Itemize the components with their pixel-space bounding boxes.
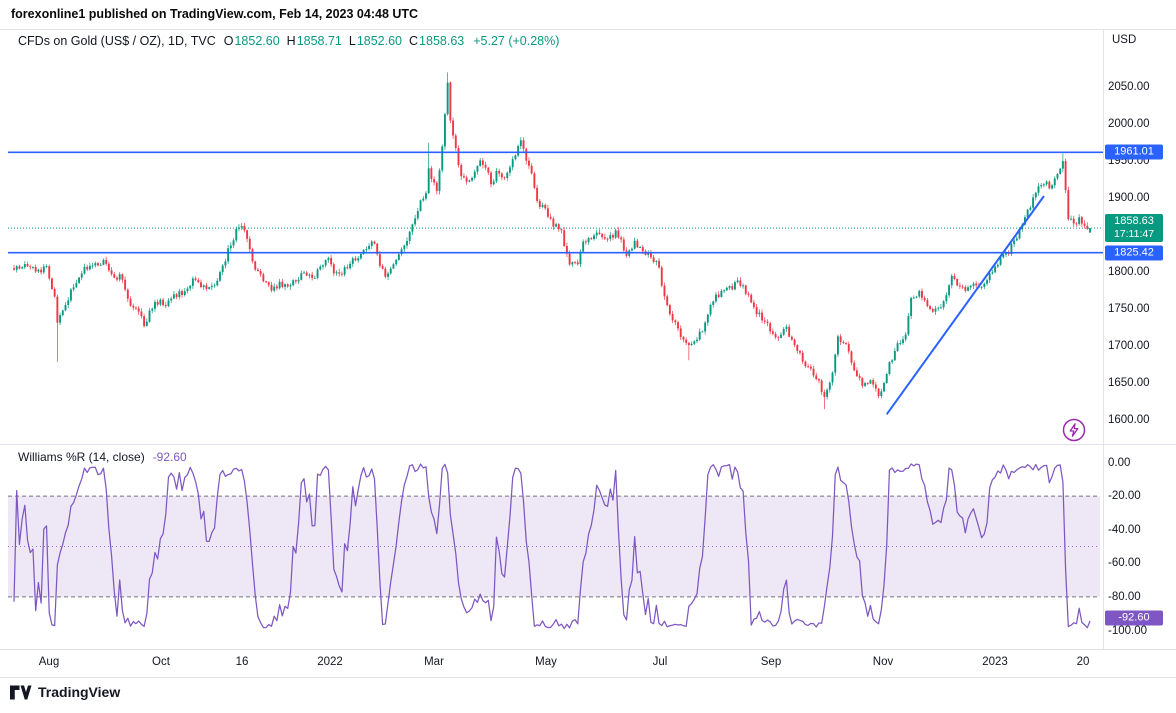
ohlc-value: 1858.63 <box>419 34 465 48</box>
symbol-legend: CFDs on Gold (US$ / OZ), 1D, TVC O1852.60… <box>18 34 559 48</box>
last-price-value: 1858.63 <box>1114 215 1154 228</box>
ohlc-open: O1852.60 <box>224 34 280 48</box>
indicator-value: -92.60 <box>152 450 187 464</box>
ohlc-high: H1858.71 <box>287 34 342 48</box>
ohlc-label: H <box>286 34 296 48</box>
tradingview-brand: TradingView <box>38 684 121 700</box>
ohlc-value: 1852.60 <box>356 34 403 48</box>
last-price-label: 1858.63 17:11:47 <box>1105 214 1163 243</box>
ohlc-low: L1852.60 <box>349 34 402 48</box>
currency-label: USD <box>1112 34 1137 46</box>
boost-icon[interactable] <box>1061 417 1087 443</box>
symbol-title: CFDs on Gold (US$ / OZ), 1D, TVC <box>18 34 216 48</box>
ohlc-label: C <box>409 34 419 48</box>
ohlc-label: O <box>223 34 234 48</box>
bar-countdown: 17:11:47 <box>1113 228 1155 241</box>
ohlc-label: L <box>348 34 356 48</box>
resistance-price-label: 1961.01 <box>1105 144 1163 160</box>
support-price-label: 1825.42 <box>1105 245 1163 261</box>
price-change: +5.27 (+0.28%) <box>473 34 560 48</box>
ohlc-value: 1852.60 <box>234 34 280 48</box>
ohlc-value: 1858.71 <box>296 34 342 48</box>
ohlc-close: C1858.63 <box>409 34 464 48</box>
williams-r-value-label: -92.60 <box>1105 610 1163 626</box>
indicator-legend: Williams %R (14, close) -92.60 <box>18 450 187 464</box>
tradingview-logo[interactable] <box>10 685 32 700</box>
indicator-name: Williams %R (14, close) <box>18 450 145 464</box>
footer: TradingView <box>10 684 120 700</box>
